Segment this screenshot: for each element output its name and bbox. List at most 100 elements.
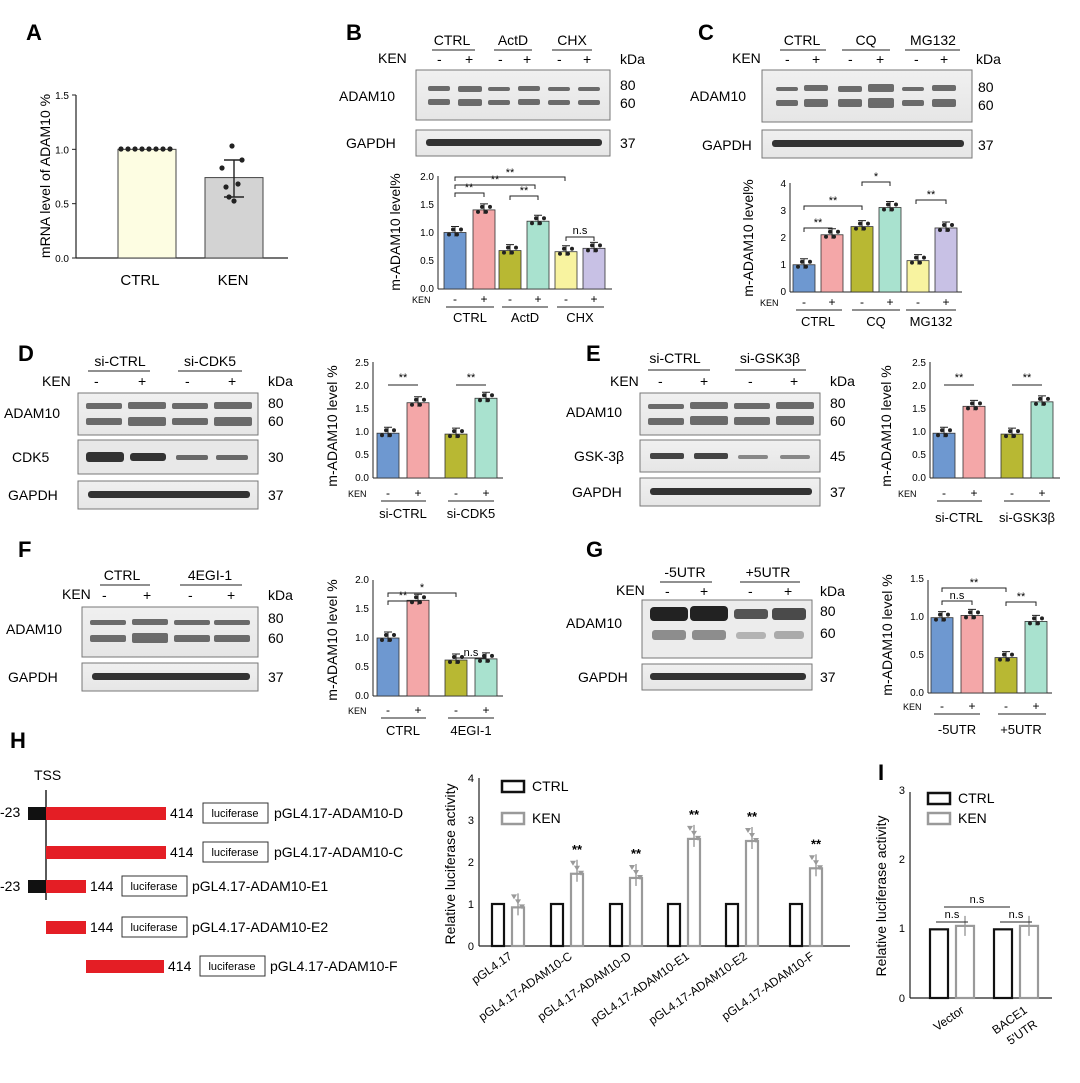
bar xyxy=(444,659,468,697)
svg-text:**: ** xyxy=(506,167,515,179)
svg-text:+: + xyxy=(700,373,708,389)
bar xyxy=(820,234,844,293)
data-point xyxy=(1034,401,1038,406)
data-point xyxy=(862,226,866,231)
svg-text:GAPDH: GAPDH xyxy=(8,487,58,503)
data-point xyxy=(388,433,392,438)
svg-text:KEN: KEN xyxy=(616,582,645,598)
data-point xyxy=(938,612,942,617)
svg-text:CTRL: CTRL xyxy=(453,310,487,325)
data-point xyxy=(1010,652,1014,657)
svg-text:pGL4.17-ADAM10-E1: pGL4.17-ADAM10-E1 xyxy=(192,878,328,894)
data-point xyxy=(410,402,414,407)
svg-text:414: 414 xyxy=(170,844,194,860)
svg-text:2.0: 2.0 xyxy=(355,575,369,586)
svg-text:1.0: 1.0 xyxy=(912,427,926,438)
svg-text:0: 0 xyxy=(468,941,474,953)
svg-text:TSS: TSS xyxy=(34,767,61,783)
data-point xyxy=(966,406,970,411)
bar-ken xyxy=(569,872,585,948)
svg-text:+: + xyxy=(227,587,235,603)
svg-text:m-ADAM10 level %: m-ADAM10 level % xyxy=(324,365,340,486)
data-point xyxy=(936,433,940,438)
svg-text:**: ** xyxy=(927,189,936,201)
data-point xyxy=(422,397,426,402)
svg-text:+: + xyxy=(970,486,977,500)
e-bars xyxy=(932,395,1054,479)
svg-text:0.0: 0.0 xyxy=(355,691,369,702)
data-point xyxy=(1012,434,1016,439)
svg-text:2.0: 2.0 xyxy=(420,172,434,183)
svg-text:60: 60 xyxy=(830,413,846,429)
error-bar xyxy=(1032,614,1040,626)
svg-text:luciferase: luciferase xyxy=(130,881,177,893)
svg-text:n.s: n.s xyxy=(950,590,965,602)
svg-text:2: 2 xyxy=(899,854,905,866)
svg-text:-: - xyxy=(914,51,919,67)
svg-text:37: 37 xyxy=(820,669,836,685)
svg-text:n.s: n.s xyxy=(970,894,985,906)
svg-text:1: 1 xyxy=(780,260,786,271)
svg-text:2.0: 2.0 xyxy=(355,381,369,392)
svg-text:+5UTR: +5UTR xyxy=(746,564,791,580)
svg-text:-5UTR: -5UTR xyxy=(938,722,976,737)
svg-text:3: 3 xyxy=(899,785,905,797)
svg-text:60: 60 xyxy=(620,95,636,111)
svg-text:I: I xyxy=(878,760,884,785)
svg-text:0.5: 0.5 xyxy=(420,256,434,267)
bar xyxy=(498,250,522,290)
svg-text:Relative luciferase activity: Relative luciferase activity xyxy=(442,783,458,944)
svg-text:pGL4.17-ADAM10-E1: pGL4.17-ADAM10-E1 xyxy=(588,949,692,1028)
b-gapdh-label: GAPDH xyxy=(346,135,396,151)
data-point xyxy=(938,227,942,232)
a-y-tick-label: 1.5 xyxy=(55,91,69,102)
data-point xyxy=(817,865,823,871)
data-point xyxy=(882,207,886,212)
data-point xyxy=(946,612,950,617)
svg-text:KEN: KEN xyxy=(610,373,639,389)
bar-ctrl xyxy=(608,902,624,948)
svg-text:luciferase: luciferase xyxy=(130,922,177,934)
data-point xyxy=(530,221,534,226)
svg-text:+: + xyxy=(480,292,487,306)
data-point xyxy=(836,229,840,234)
svg-text:CTRL: CTRL xyxy=(532,778,569,794)
data-point xyxy=(637,874,643,880)
svg-text:ActD: ActD xyxy=(511,310,539,325)
svg-text:60: 60 xyxy=(978,97,994,113)
data-point xyxy=(974,406,978,411)
svg-text:0.5: 0.5 xyxy=(912,450,926,461)
bar xyxy=(930,617,954,694)
svg-text:-: - xyxy=(658,373,663,389)
a-y-tick-label: 1.0 xyxy=(55,145,69,156)
svg-text:*: * xyxy=(420,582,425,594)
bar xyxy=(472,209,496,290)
svg-text:KEN: KEN xyxy=(903,702,922,712)
a-x-label-ctrl: CTRL xyxy=(120,272,159,289)
b-ken-label: KEN xyxy=(378,50,407,66)
svg-text:si-CTRL: si-CTRL xyxy=(379,506,427,521)
panel-letter-a: A xyxy=(26,20,42,45)
svg-text:+5UTR: +5UTR xyxy=(1000,722,1042,737)
svg-text:-: - xyxy=(1010,486,1014,500)
svg-text:si-CTRL: si-CTRL xyxy=(935,510,983,525)
bar xyxy=(1000,433,1024,479)
svg-text:KEN: KEN xyxy=(898,489,917,499)
svg-text:1.0: 1.0 xyxy=(355,633,369,644)
bar xyxy=(878,207,902,293)
g-bars xyxy=(930,608,1048,694)
data-point xyxy=(578,870,584,876)
data-point xyxy=(476,209,480,214)
svg-text:KEN: KEN xyxy=(958,810,987,826)
error-bar xyxy=(384,631,392,642)
error-bar xyxy=(942,221,950,232)
svg-text:GAPDH: GAPDH xyxy=(8,669,58,685)
svg-text:60: 60 xyxy=(268,630,284,646)
svg-text:0.0: 0.0 xyxy=(355,473,369,484)
data-point xyxy=(1016,429,1020,434)
svg-text:CTRL: CTRL xyxy=(104,567,141,583)
svg-text:4EGI-1: 4EGI-1 xyxy=(450,723,491,738)
error-bar xyxy=(534,214,542,226)
svg-text:kDa: kDa xyxy=(620,51,645,67)
svg-text:4: 4 xyxy=(468,773,474,785)
